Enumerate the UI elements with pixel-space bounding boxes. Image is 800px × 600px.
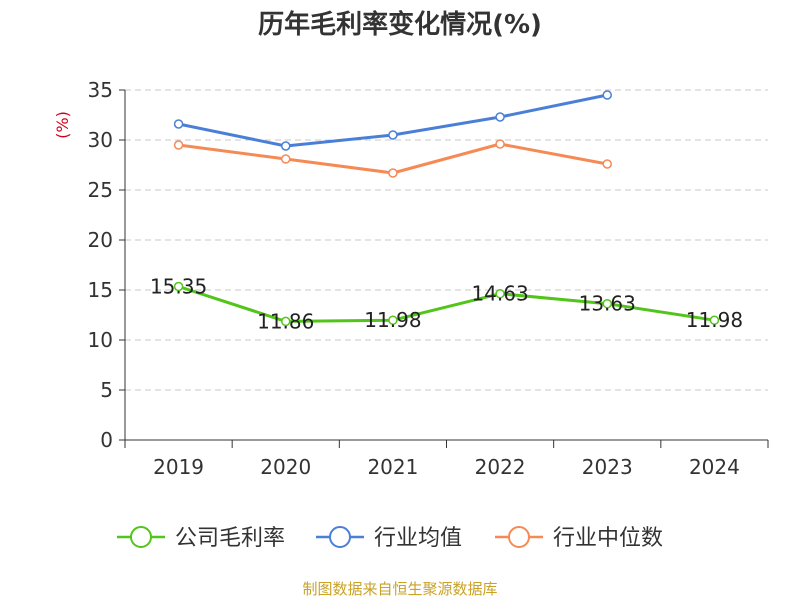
data-point [709, 315, 720, 325]
series-line-0 [178, 285, 715, 323]
y-tick-label: 20 [88, 228, 113, 252]
data-point [281, 316, 291, 327]
series-layer [173, 90, 720, 327]
x-tick-label: 2021 [367, 455, 418, 479]
data-point [388, 130, 398, 140]
grid-lines [125, 89, 768, 391]
x-tick-label: 2020 [260, 455, 311, 479]
data-point [602, 298, 612, 309]
source-note: 制图数据来自恒生聚源数据库 [302, 580, 498, 598]
data-point [173, 119, 184, 129]
x-tick-label: 2022 [475, 455, 526, 479]
y-tick-label: 15 [88, 278, 113, 302]
y-tick-label: 35 [88, 78, 113, 102]
y-tick-label: 5 [100, 378, 113, 402]
legend[interactable]: 公司毛利率 行业均值 行业中位数 [117, 526, 663, 551]
data-point [281, 154, 291, 164]
y-tick-label: 10 [88, 328, 113, 352]
y-axis-label: (%) [53, 111, 72, 139]
data-label: 14.63 [471, 282, 528, 306]
legend-marker [130, 526, 152, 548]
y-tick-label: 30 [88, 128, 113, 152]
data-point [602, 90, 612, 100]
data-label: 11.98 [364, 308, 421, 332]
data-point [602, 159, 612, 169]
legend-label: 行业中位数 [553, 526, 663, 551]
data-label: 13.63 [579, 292, 636, 316]
data-point [495, 112, 505, 122]
y-tick-label: 0 [100, 428, 113, 452]
data-point [173, 281, 184, 292]
legend-marker [508, 526, 530, 548]
x-tick-label: 2019 [153, 455, 204, 479]
chart-title: 历年毛利率变化情况(%) [258, 10, 542, 40]
legend-marker [329, 526, 351, 548]
data-point [495, 288, 505, 299]
legend-label: 公司毛利率 [175, 526, 285, 551]
x-tick-label: 2023 [582, 455, 633, 479]
legend-item-1[interactable]: 行业均值 [316, 526, 462, 551]
legend-item-0[interactable]: 公司毛利率 [117, 526, 285, 551]
axes: 0 5 10 15 20 25 30 35 2019 2020 2021 2022 2023 2024 (%… [53, 78, 769, 479]
data-point [388, 315, 398, 325]
data-label: 11.98 [686, 308, 743, 332]
data-labels: 15.35 11.86 11.98 14.63 13.63 11.98 [150, 275, 743, 334]
data-point [495, 139, 505, 149]
data-label: 15.35 [150, 275, 207, 299]
legend-item-2[interactable]: 行业中位数 [495, 526, 663, 551]
y-tick-label: 25 [88, 178, 113, 202]
data-label: 11.86 [257, 309, 314, 333]
legend-label: 行业均值 [374, 526, 462, 551]
x-tick-label: 2024 [689, 455, 740, 479]
data-point [281, 141, 291, 151]
data-point [173, 140, 184, 150]
data-point [388, 168, 398, 178]
